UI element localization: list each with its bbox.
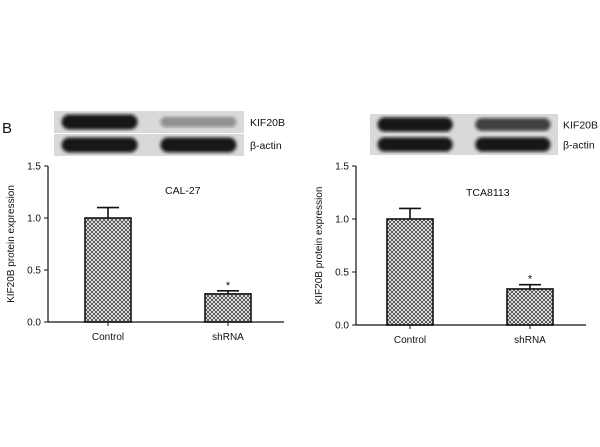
y-tick-label: 0.5 xyxy=(27,266,41,277)
blot-label: KIF20B xyxy=(563,120,598,132)
bar-control xyxy=(84,217,132,323)
blot-label: β-actin xyxy=(250,140,282,152)
panel-label: B xyxy=(2,120,12,137)
y-tick-label: 0.0 xyxy=(335,321,349,332)
bar-control xyxy=(386,218,434,326)
blot-kif20b xyxy=(54,111,244,133)
chart-title: TCA8113 xyxy=(466,187,510,199)
x-tick-label: shRNA xyxy=(514,335,546,346)
chart-panel-2: KIF20B β-actin 0.0 0.5 1.0 1.5 KIF20B protein … xyxy=(314,114,598,346)
x-tick-label: Control xyxy=(92,332,124,343)
blot-label: β-actin xyxy=(563,140,595,152)
y-tick-label: 1.0 xyxy=(27,214,41,225)
y-axis-label: KIF20B protein expression xyxy=(6,185,17,303)
y-tick-label: 1.5 xyxy=(27,162,41,173)
chart-panel-1: KIF20B β-actin 0.0 0.5 1.0 1.5 KIF20B protein … xyxy=(6,111,285,343)
blot-label: KIF20B xyxy=(250,117,285,129)
significance-marker: * xyxy=(226,280,231,292)
y-axis-label: KIF20B protein expression xyxy=(314,187,325,305)
y-tick-label: 1.5 xyxy=(335,162,349,173)
blot-kif20b xyxy=(370,114,558,135)
blot-band xyxy=(377,117,453,132)
x-tick-label: Control xyxy=(394,335,426,346)
blot-band xyxy=(160,137,237,153)
bar-shrna xyxy=(204,293,252,323)
blot-band xyxy=(377,137,453,152)
significance-marker: * xyxy=(528,274,533,286)
chart-title: CAL-27 xyxy=(165,185,201,197)
y-tick-label: 1.0 xyxy=(335,215,349,226)
blot-band xyxy=(61,137,138,153)
y-tick-label: 0.0 xyxy=(27,318,41,329)
blot-band xyxy=(160,116,237,128)
blot-band xyxy=(61,114,138,130)
blot-band xyxy=(475,137,551,152)
blot-band xyxy=(475,118,551,131)
y-tick-label: 0.5 xyxy=(335,268,349,279)
x-tick-label: shRNA xyxy=(212,332,244,343)
blot-beta-actin xyxy=(54,134,244,156)
blot-beta-actin xyxy=(370,134,558,155)
bar-shrna xyxy=(506,288,554,326)
